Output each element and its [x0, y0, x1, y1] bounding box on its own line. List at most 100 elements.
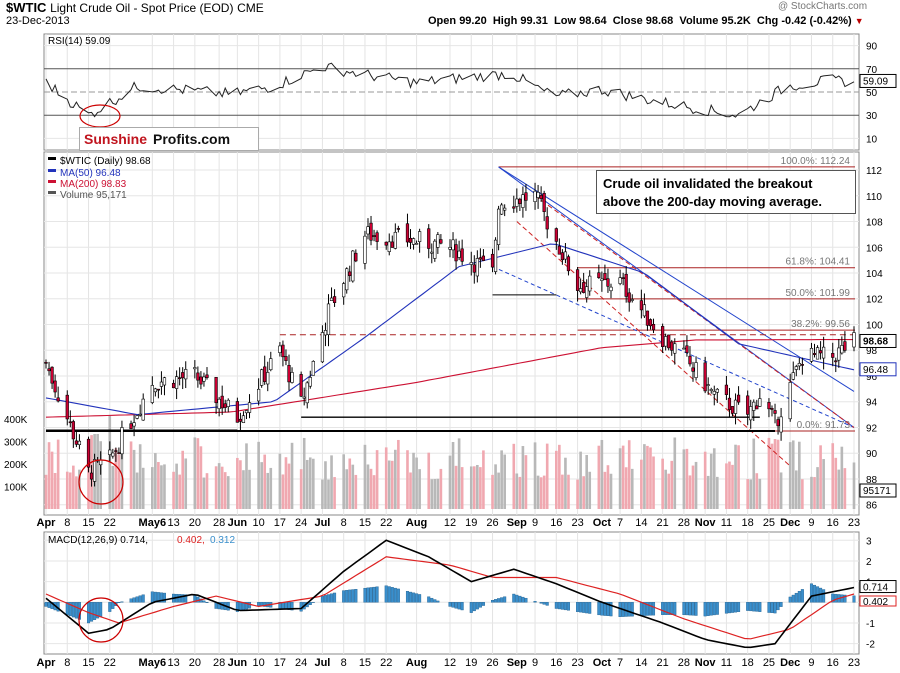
- volume-bar: [767, 437, 771, 509]
- volume-bar: [157, 462, 160, 509]
- volume-bar: [178, 474, 181, 509]
- candle-body: [560, 252, 565, 261]
- volume-bar: [75, 476, 78, 509]
- volume-bar: [44, 474, 48, 509]
- candle-body: [730, 406, 735, 414]
- macd-histogram-bar: [44, 602, 48, 607]
- last-price-label: 98.68: [863, 336, 888, 347]
- volume-bar: [788, 442, 792, 509]
- red-dashed-channel: [516, 221, 791, 467]
- macd-histogram-bar: [418, 594, 422, 603]
- x-tick-label: 14: [635, 657, 647, 669]
- candle-body: [563, 251, 568, 260]
- macd-histogram-bar: [99, 602, 103, 617]
- macd-histogram-bar: [518, 595, 522, 603]
- candle-body: [536, 192, 540, 198]
- macd-histogram-bar: [730, 602, 735, 613]
- candle-body: [736, 394, 741, 403]
- x-tick-label: 24: [295, 657, 307, 669]
- volume-bar: [220, 466, 224, 509]
- candle-body: [372, 235, 376, 237]
- volume-bar: [366, 464, 370, 509]
- macd-histogram-bar: [135, 596, 139, 603]
- macd-histogram-bar: [390, 587, 394, 603]
- candle-body: [685, 345, 689, 353]
- x-tick-label: 18: [742, 657, 754, 669]
- macd-histogram-bar: [673, 602, 677, 615]
- candle-body: [630, 299, 634, 301]
- candle-body: [515, 198, 519, 207]
- x-tick-label: 22: [104, 657, 116, 669]
- volume-bar: [160, 465, 163, 509]
- candle-body: [815, 347, 820, 360]
- candle-body: [627, 292, 631, 303]
- down-arrow-icon: ▼: [854, 16, 864, 26]
- candle-body: [363, 235, 367, 264]
- volume-bar: [193, 437, 197, 509]
- volume-bar: [579, 451, 582, 509]
- volume-bar: [406, 450, 409, 509]
- candle-body: [597, 272, 601, 279]
- price-tick-label: 106: [866, 243, 883, 254]
- candle-body: [305, 382, 309, 404]
- candle-body: [108, 449, 112, 455]
- volume-bar: [831, 443, 835, 509]
- volume-bar: [770, 443, 774, 509]
- candle-body: [478, 257, 482, 260]
- candle-body: [369, 222, 373, 241]
- volume-bar: [68, 472, 72, 509]
- moving-averages: [45, 243, 855, 418]
- candle-body: [454, 244, 458, 262]
- volume-bar: [135, 472, 139, 509]
- macd-histogram-bar: [585, 602, 589, 614]
- candle-body: [375, 232, 379, 242]
- x-tick-label: Jun: [228, 517, 248, 529]
- price-tick-label: 92: [866, 423, 878, 434]
- blue-trend-line: [498, 166, 855, 392]
- candle-body: [809, 348, 814, 362]
- candle-body: [812, 353, 817, 355]
- volume-bar: [588, 471, 592, 509]
- candle-body: [694, 362, 698, 378]
- macd-histogram-bar: [65, 602, 69, 615]
- volume-bar: [263, 454, 267, 509]
- legend-swatch: [48, 180, 56, 183]
- volume-bar: [712, 448, 716, 509]
- x-tick-label: 9: [808, 657, 814, 669]
- brand-part1: Sunshine: [84, 131, 148, 147]
- macd-histogram-bar: [354, 589, 358, 603]
- candle-body: [451, 239, 455, 251]
- x-tick-label: Oct: [593, 657, 612, 669]
- candle-body: [332, 296, 337, 303]
- volume-bar: [709, 453, 713, 509]
- macd-histogram-bar: [138, 595, 142, 603]
- x-tick-label: 17: [274, 517, 286, 529]
- candle-body: [733, 399, 738, 414]
- volume-bar: [521, 446, 525, 509]
- volume-bar: [65, 471, 69, 509]
- volume-bar: [685, 448, 689, 509]
- volume-bar: [691, 465, 695, 509]
- volume-bar: [491, 474, 494, 509]
- volume-bar: [673, 437, 677, 509]
- macd-main-line: [45, 539, 855, 649]
- red-dashed-channel: [534, 195, 855, 428]
- macd-histogram-bar: [843, 594, 847, 603]
- candle-body: [302, 396, 306, 399]
- macd-histogram-bar: [393, 587, 397, 603]
- x-tick-label: 22: [380, 657, 392, 669]
- candle-body: [673, 343, 677, 354]
- volume-bar: [245, 443, 248, 509]
- macd-histogram-bar: [330, 593, 334, 603]
- volume-bar: [363, 444, 367, 509]
- x-tick-label: 22: [380, 517, 392, 529]
- candle-body: [545, 216, 549, 230]
- volume-bar: [703, 451, 707, 509]
- chg-value: -0.42 (-0.42%): [781, 15, 852, 27]
- candle-body: [427, 228, 431, 249]
- candle-body: [834, 360, 838, 363]
- candle-body: [688, 355, 692, 365]
- macd-histogram-bar: [178, 594, 182, 603]
- macd-histogram-bar: [202, 600, 206, 603]
- candle-body: [843, 341, 847, 351]
